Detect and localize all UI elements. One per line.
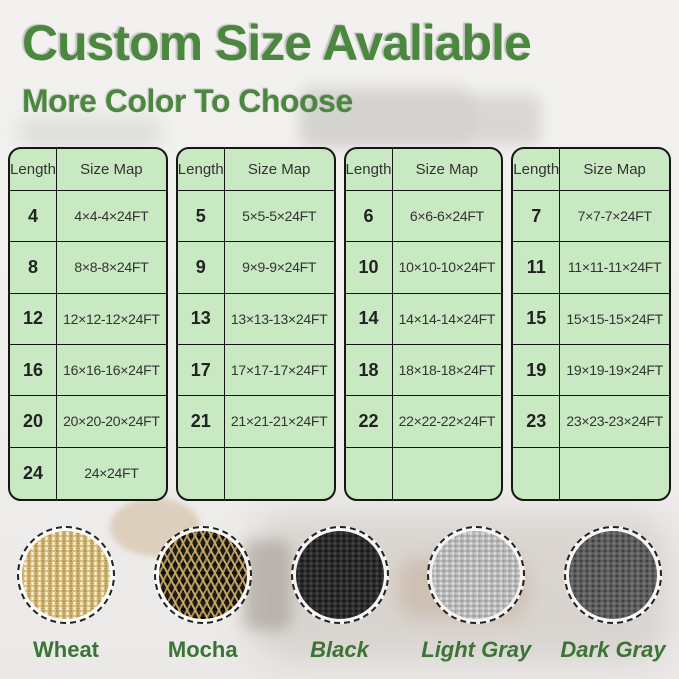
length-cell: 24	[10, 447, 57, 499]
length-cell: 8	[10, 242, 57, 294]
swatch-label: Black	[310, 637, 369, 662]
fabric-sample-black	[295, 531, 384, 619]
page-title: Custom Size Avaliable	[22, 15, 532, 71]
size-table-1: Length Size Map 4 4×4-4×24FT 8 8×8-8×24FT 12 12…	[8, 147, 168, 501]
size-map-cell: 21×21-21×24FT	[224, 396, 334, 448]
size-map-cell: 16×16-16×24FT	[57, 345, 166, 397]
length-cell: 6	[345, 191, 393, 243]
size-table-2: Length Size Map 5 5×5-5×24FT 9 9×9-9×24FT 13 13…	[175, 147, 336, 501]
color-swatches: Wheat Mocha Black Light Gray Dark Gray	[0, 526, 679, 663]
size-map-cell: 14×14-14×24FT	[392, 294, 502, 345]
fabric-sample-lightgray	[432, 531, 521, 619]
length-cell: 21	[177, 396, 225, 448]
size-map-cell: 5×5-5×24FT	[224, 191, 334, 243]
size-map-cell: 24×24FT	[84, 465, 139, 482]
size-map-cell: 11×11-11×24FT	[560, 242, 669, 294]
size-map-cell	[393, 448, 502, 499]
fabric-sample-darkgray	[569, 531, 657, 619]
length-cell: 16	[10, 344, 57, 397]
size-map-cell	[225, 448, 334, 499]
size-map-cell: 17×17-17×24FT	[224, 345, 334, 397]
length-cell: 4	[10, 191, 57, 243]
length-cell: 15	[513, 293, 561, 345]
length-cell: 19	[513, 344, 561, 397]
length-cell: 12	[10, 293, 57, 345]
swatch-darkgray: Dark Gray	[560, 526, 666, 663]
length-header: Length	[513, 149, 561, 191]
swatch-dashed-ring	[290, 526, 389, 624]
swatch-dashed-ring	[427, 526, 526, 624]
length-cell: 13	[177, 293, 225, 345]
swatch-black: Black	[288, 526, 392, 663]
swatch-label: Dark Gray	[560, 637, 666, 662]
length-header: Length	[10, 149, 57, 191]
length-cell: 5	[177, 191, 225, 243]
length-cell: 23	[513, 396, 561, 448]
size-map-cell	[560, 448, 669, 499]
length-cell: 20	[10, 396, 57, 448]
swatch-label: Mocha	[167, 637, 238, 662]
length-cell	[346, 447, 393, 499]
size-map-cell: 15×15-15×24FT	[560, 294, 669, 345]
size-map-cell: 13×13-13×24FT	[224, 294, 334, 345]
size-map-cell: 6×6-6×24FT	[392, 191, 502, 243]
swatch-dashed-ring	[564, 526, 662, 624]
swatch-label: Wheat	[33, 637, 99, 662]
swatch-label: Light Gray	[421, 637, 532, 662]
length-cell: 14	[345, 293, 393, 345]
size-map-header: Size Map	[224, 149, 334, 191]
length-header: Length	[345, 149, 393, 191]
size-map-header: Size Map	[57, 149, 166, 191]
swatch-dashed-ring	[153, 526, 252, 624]
size-map-cell: 12×12-12×24FT	[57, 294, 166, 345]
size-map-cell: 23×23-23×24FT	[560, 396, 669, 448]
size-map-cell: 8×8-8×24FT	[57, 242, 166, 294]
page-subtitle: More Color To Choose	[22, 83, 353, 119]
size-tables: Length Size Map 4 4×4-4×24FT 8 8×8-8×24FT 12 12…	[8, 147, 671, 501]
size-map-cell: 22×22-22×24FT	[392, 396, 502, 448]
length-cell: 10	[345, 242, 393, 294]
swatch-lightgray: Light Gray	[421, 526, 532, 663]
size-map-cell: 20×20-20×24FT	[57, 396, 166, 448]
size-map-cell: 9×9-9×24FT	[224, 242, 334, 294]
length-cell: 17	[177, 344, 225, 397]
fabric-sample-mocha	[158, 531, 247, 619]
background-ghost-machine	[20, 118, 160, 148]
swatch-mocha: Mocha	[151, 526, 255, 663]
size-map-header: Size Map	[392, 149, 502, 191]
swatch-wheat: Wheat	[14, 526, 118, 663]
length-header: Length	[177, 149, 225, 191]
size-table-3: Length Size Map 6 6×6-6×24FT 10 10×10-10×24FT…	[343, 147, 504, 501]
length-cell	[178, 447, 225, 499]
length-cell: 18	[345, 344, 393, 397]
size-map-cell: 18×18-18×24FT	[392, 345, 502, 397]
length-cell: 22	[345, 396, 393, 448]
size-map-cell: 10×10-10×24FT	[392, 242, 502, 294]
fabric-sample-wheat	[22, 531, 110, 619]
size-table-4: Length Size Map 7 7×7-7×24FT 11 11×11-11×24FT…	[511, 147, 671, 501]
length-cell: 11	[513, 242, 561, 294]
size-map-cell: 4×4-4×24FT	[57, 191, 166, 243]
size-map-cell: 7×7-7×24FT	[560, 191, 669, 243]
swatch-dashed-ring	[17, 526, 115, 624]
length-cell	[513, 447, 561, 499]
size-map-header: Size Map	[560, 149, 669, 191]
background-ghost-machine	[465, 95, 540, 145]
size-map-cell: 19×19-19×24FT	[560, 345, 669, 397]
length-cell: 7	[513, 191, 561, 243]
length-cell: 9	[177, 242, 225, 294]
